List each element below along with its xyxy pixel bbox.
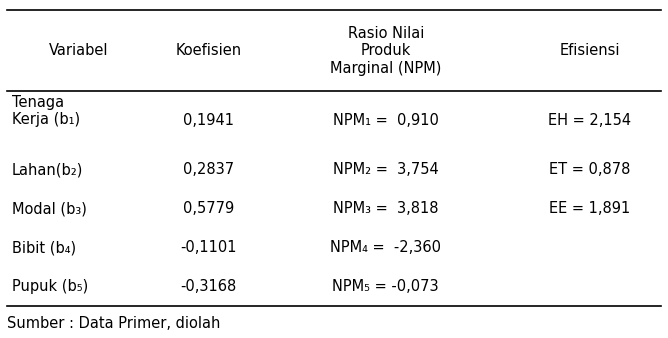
Text: NPM₃ =  3,818: NPM₃ = 3,818	[333, 201, 438, 216]
Text: NPM₄ =  -2,360: NPM₄ = -2,360	[330, 240, 442, 255]
Text: 0,2837: 0,2837	[183, 162, 234, 177]
Text: EH = 2,154: EH = 2,154	[548, 113, 631, 128]
Text: Pupuk (b₅): Pupuk (b₅)	[12, 279, 88, 294]
Text: 0,1941: 0,1941	[183, 113, 234, 128]
Text: EE = 1,891: EE = 1,891	[549, 201, 630, 216]
Text: ET = 0,878: ET = 0,878	[549, 162, 630, 177]
Text: Lahan(b₂): Lahan(b₂)	[12, 162, 84, 177]
Text: Rasio Nilai
Produk
Marginal (NPM): Rasio Nilai Produk Marginal (NPM)	[330, 26, 442, 76]
Text: -0,3168: -0,3168	[180, 279, 237, 294]
Text: Sumber : Data Primer, diolah: Sumber : Data Primer, diolah	[7, 316, 220, 331]
Text: Variabel: Variabel	[49, 43, 108, 58]
Text: Tenaga
Kerja (b₁): Tenaga Kerja (b₁)	[12, 95, 80, 127]
Text: Bibit (b₄): Bibit (b₄)	[12, 240, 76, 255]
Text: 0,5779: 0,5779	[183, 201, 234, 216]
Text: NPM₁ =  0,910: NPM₁ = 0,910	[333, 113, 439, 128]
Text: Efisiensi: Efisiensi	[559, 43, 620, 58]
Text: -0,1101: -0,1101	[180, 240, 237, 255]
Text: Modal (b₃): Modal (b₃)	[12, 201, 87, 216]
Text: Koefisien: Koefisien	[176, 43, 242, 58]
Text: NPM₅ = -0,073: NPM₅ = -0,073	[333, 279, 439, 294]
Text: NPM₂ =  3,754: NPM₂ = 3,754	[333, 162, 439, 177]
